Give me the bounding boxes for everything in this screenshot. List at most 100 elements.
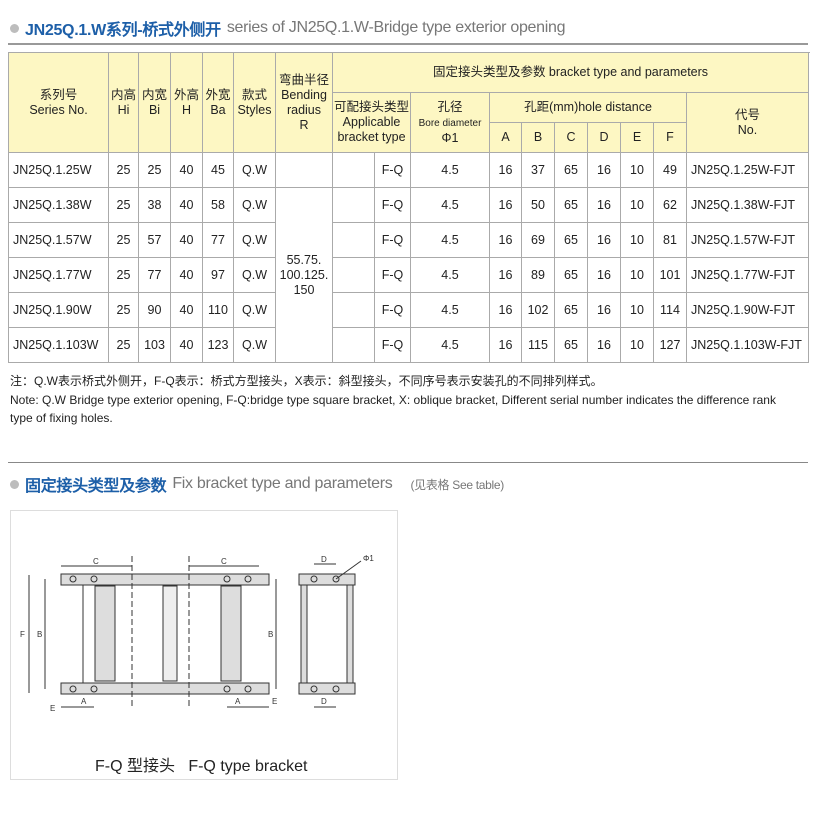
- th-f: F: [653, 122, 687, 153]
- label-b: B: [37, 630, 42, 639]
- cell-no: JN25Q.1.38W-FJT: [686, 187, 809, 223]
- cell-type: F-Q: [374, 257, 411, 293]
- cell-bi: 57: [138, 222, 171, 258]
- cell-blank: [332, 327, 375, 363]
- cell-bi: 77: [138, 257, 171, 293]
- cell-c: 65: [554, 257, 588, 293]
- cell-d: 16: [587, 187, 621, 223]
- section-title-series: JN25Q.1.W系列-桥式外侧开 series of JN25Q.1.W-Br…: [10, 16, 566, 40]
- cell-b: 115: [521, 327, 555, 363]
- cell-style: Q.W: [233, 257, 276, 293]
- cell-blank: [332, 222, 375, 258]
- cell-hi: 25: [108, 152, 139, 188]
- cell-bore: 4.5: [410, 222, 490, 258]
- cell-bi: 90: [138, 292, 171, 328]
- cell-style: Q.W: [233, 327, 276, 363]
- cell-ba: 97: [202, 257, 234, 293]
- th-ba: 外宽 Ba: [202, 52, 234, 153]
- cell-bore: 4.5: [410, 187, 490, 223]
- chain-side-view: [298, 560, 362, 708]
- cell-h: 40: [170, 187, 203, 223]
- bracket-diagram: C C D Φ1 F B B E A A E D: [10, 510, 398, 780]
- cell-no: JN25Q.1.57W-FJT: [686, 222, 809, 258]
- th-applicable: 可配接头类型 Applicable bracket type: [332, 92, 411, 153]
- cell-hi: 25: [108, 327, 139, 363]
- th-no: 代号 No.: [686, 92, 809, 153]
- cell-blank: [332, 187, 375, 223]
- th-h: 外高 H: [170, 52, 203, 153]
- cell-bore: 4.5: [410, 257, 490, 293]
- th-bracket-group: 固定接头类型及参数 bracket type and parameters: [332, 52, 809, 93]
- th-bore: 孔径 Bore diameter Φ1: [410, 92, 490, 153]
- th-styles: 款式 Styles: [233, 52, 276, 153]
- cell-style: Q.W: [233, 292, 276, 328]
- cell-b: 50: [521, 187, 555, 223]
- title-cn: JN25Q.1.W系列-桥式外侧开: [25, 22, 221, 39]
- cell-series: JN25Q.1.77W: [8, 257, 109, 293]
- chain-top-view: [28, 556, 277, 708]
- label-phi: Φ1: [363, 554, 374, 563]
- cell-h: 40: [170, 327, 203, 363]
- cell-bore: 4.5: [410, 152, 490, 188]
- label-e: E: [50, 704, 55, 713]
- divider: [8, 462, 808, 463]
- diagram-caption: F-Q 型接头 F-Q type bracket: [95, 758, 308, 775]
- cell-h: 40: [170, 292, 203, 328]
- cell-a: 16: [489, 187, 522, 223]
- cell-b: 89: [521, 257, 555, 293]
- th-hi: 内高 Hi: [108, 52, 139, 153]
- cell-d: 16: [587, 152, 621, 188]
- bullet-icon: [10, 479, 19, 489]
- label-b: B: [268, 630, 273, 639]
- cell-blank: [332, 292, 375, 328]
- cell-e: 10: [620, 222, 654, 258]
- cell-b: 69: [521, 222, 555, 258]
- cell-f: 49: [653, 152, 687, 188]
- cell-bending-radius: 55.75. 100.125. 150: [275, 187, 333, 363]
- table-row: JN25Q.1.77W 25 77 40 97 Q.W F-Q 4.5 16 89 65 16 10 10…: [8, 257, 809, 293]
- cell-no: JN25Q.1.77W-FJT: [686, 257, 809, 293]
- cell-f: 101: [653, 257, 687, 293]
- label-c: C: [221, 557, 227, 566]
- cell-f: 81: [653, 222, 687, 258]
- divider: [8, 43, 808, 45]
- label-a: A: [81, 697, 87, 706]
- cell-e: 10: [620, 327, 654, 363]
- table-row: JN25Q.1.90W 25 90 40 110 Q.W F-Q 4.5 16 102 65 16 10…: [8, 292, 809, 328]
- cell-series: JN25Q.1.90W: [8, 292, 109, 328]
- cell-e: 10: [620, 187, 654, 223]
- cell-c: 65: [554, 152, 588, 188]
- cell-a: 16: [489, 222, 522, 258]
- cell-series: JN25Q.1.38W: [8, 187, 109, 223]
- cell-f: 62: [653, 187, 687, 223]
- cell-d: 16: [587, 257, 621, 293]
- table-row: JN25Q.1.38W 25 38 40 58 Q.W 55.75. 100.125. 150 F…: [8, 187, 809, 363]
- cell-ba: 77: [202, 222, 234, 258]
- cell-a: 16: [489, 292, 522, 328]
- cell-type: F-Q: [374, 327, 411, 363]
- cell-no: JN25Q.1.25W-FJT: [686, 152, 809, 188]
- table-row: JN25Q.1.57W 25 57 40 77 Q.W F-Q 4.5 16 69 65 16 10 81…: [8, 222, 809, 258]
- cell-f: 127: [653, 327, 687, 363]
- title-cn: 固定接头类型及参数: [25, 478, 167, 495]
- cell-hi: 25: [108, 257, 139, 293]
- cell-c: 65: [554, 327, 588, 363]
- table-row: JN25Q.1.103W 25 103 40 123 Q.W F-Q 4.5 16 115 65 16…: [8, 327, 809, 363]
- cell-hi: 25: [108, 222, 139, 258]
- cell-style: Q.W: [233, 222, 276, 258]
- label-f: F: [20, 630, 25, 639]
- bullet-icon: [10, 23, 19, 33]
- cell-h: 40: [170, 222, 203, 258]
- label-d: D: [321, 697, 327, 706]
- cell-style: Q.W: [233, 187, 276, 223]
- cell-e: 10: [620, 152, 654, 188]
- cell-ba: 45: [202, 152, 234, 188]
- cell-c: 65: [554, 222, 588, 258]
- cell-c: 65: [554, 292, 588, 328]
- cell-blank: [332, 152, 375, 188]
- spec-table: 系列号 Series No. 内高 Hi 内宽 Bi 外高 H 外宽 Ba 款式 Style…: [8, 52, 809, 363]
- th-a: A: [489, 122, 522, 153]
- cell-type: F-Q: [374, 292, 411, 328]
- bracket-drawing: C C D Φ1 F B B E A A E D: [20, 554, 374, 713]
- cell-a: 16: [489, 327, 522, 363]
